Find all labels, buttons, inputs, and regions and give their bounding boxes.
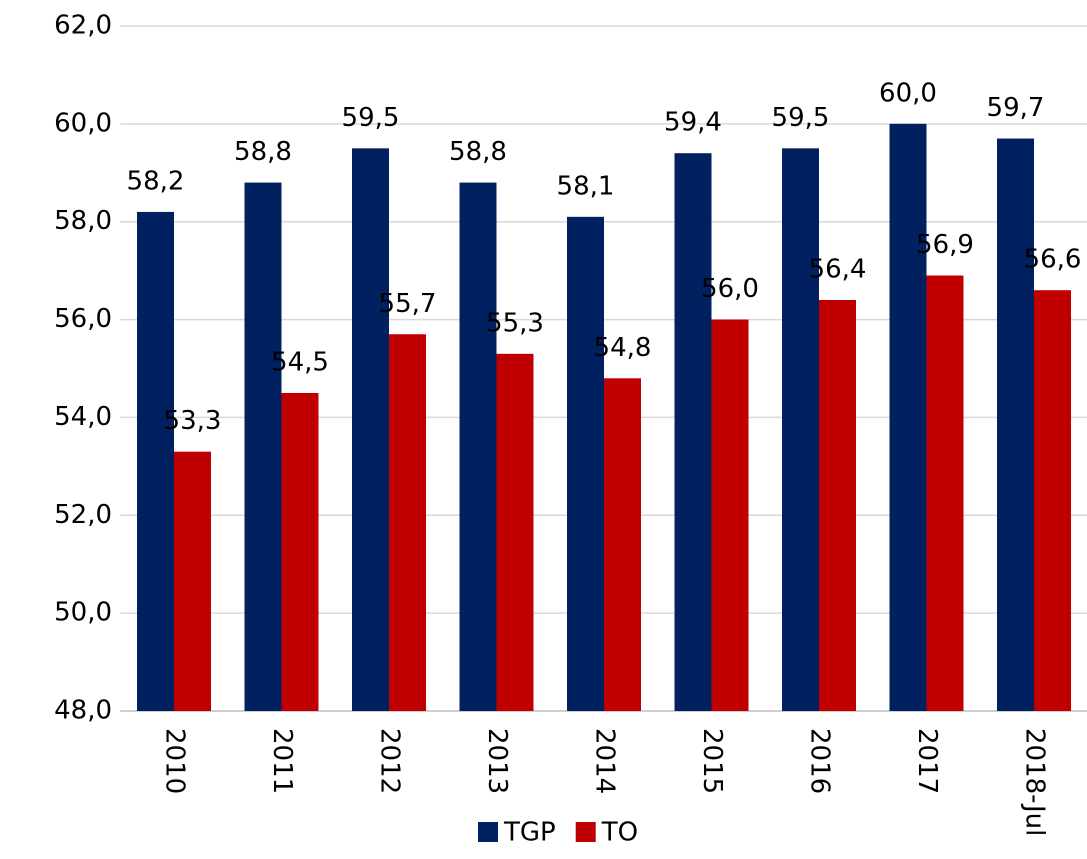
- x-tick-label: 2018-Jul: [1020, 728, 1050, 836]
- x-tick-label: 2010: [160, 728, 190, 794]
- x-tick-label: 2015: [697, 728, 727, 794]
- legend-swatch: [575, 822, 596, 842]
- bar: [281, 392, 319, 711]
- bar: [711, 319, 749, 711]
- y-tick-label: 56,0: [54, 304, 112, 334]
- bar: [459, 182, 497, 712]
- value-label: 53,3: [164, 406, 222, 436]
- bar: [1034, 290, 1071, 711]
- legend-swatch: [478, 822, 498, 842]
- value-label: 58,1: [557, 171, 615, 201]
- bar: [782, 148, 819, 712]
- x-tick-label: 2016: [805, 728, 835, 794]
- value-label: 58,8: [449, 137, 507, 167]
- y-tick-label: 52,0: [54, 500, 112, 530]
- value-label: 59,5: [342, 103, 400, 133]
- bar: [389, 334, 426, 711]
- bar: [819, 300, 856, 711]
- y-tick-label: 48,0: [54, 696, 112, 726]
- x-tick-label: 2011: [267, 728, 297, 794]
- bar: [674, 153, 712, 711]
- y-tick-label: 58,0: [54, 206, 112, 236]
- value-label: 56,6: [1024, 245, 1082, 275]
- value-label: 58,8: [234, 137, 292, 167]
- value-label: 54,5: [271, 347, 329, 377]
- value-label: 55,7: [379, 289, 437, 319]
- bar: [496, 353, 534, 711]
- x-tick-label: 2017: [912, 728, 942, 794]
- bar: [889, 123, 927, 712]
- value-label: 58,2: [127, 166, 185, 196]
- value-label: 56,9: [916, 230, 974, 260]
- value-label: 54,8: [594, 333, 652, 363]
- bar: [997, 138, 1034, 712]
- bar: [244, 182, 282, 712]
- legend-label: TGP: [503, 818, 556, 848]
- y-tick-label: 60,0: [54, 108, 112, 138]
- value-label: 59,7: [987, 93, 1045, 123]
- legend-label: TO: [601, 818, 638, 848]
- value-label: 59,5: [772, 103, 830, 133]
- bar: [567, 216, 604, 712]
- x-tick-label: 2014: [590, 728, 620, 794]
- y-tick-label: 54,0: [54, 402, 112, 432]
- value-label: 55,3: [486, 308, 544, 338]
- x-tick-label: 2012: [375, 728, 405, 794]
- y-tick-label: 62,0: [54, 11, 112, 41]
- y-tick-label: 50,0: [54, 598, 112, 628]
- x-tick-label: 2013: [482, 728, 512, 794]
- bar: [604, 378, 641, 711]
- bar: [926, 275, 964, 711]
- value-label: 59,4: [664, 108, 722, 138]
- bar: [352, 148, 389, 712]
- bar: [174, 451, 211, 711]
- value-label: 56,4: [809, 255, 867, 285]
- value-label: 56,0: [701, 274, 759, 304]
- bar: [137, 211, 174, 711]
- value-label: 60,0: [879, 78, 937, 108]
